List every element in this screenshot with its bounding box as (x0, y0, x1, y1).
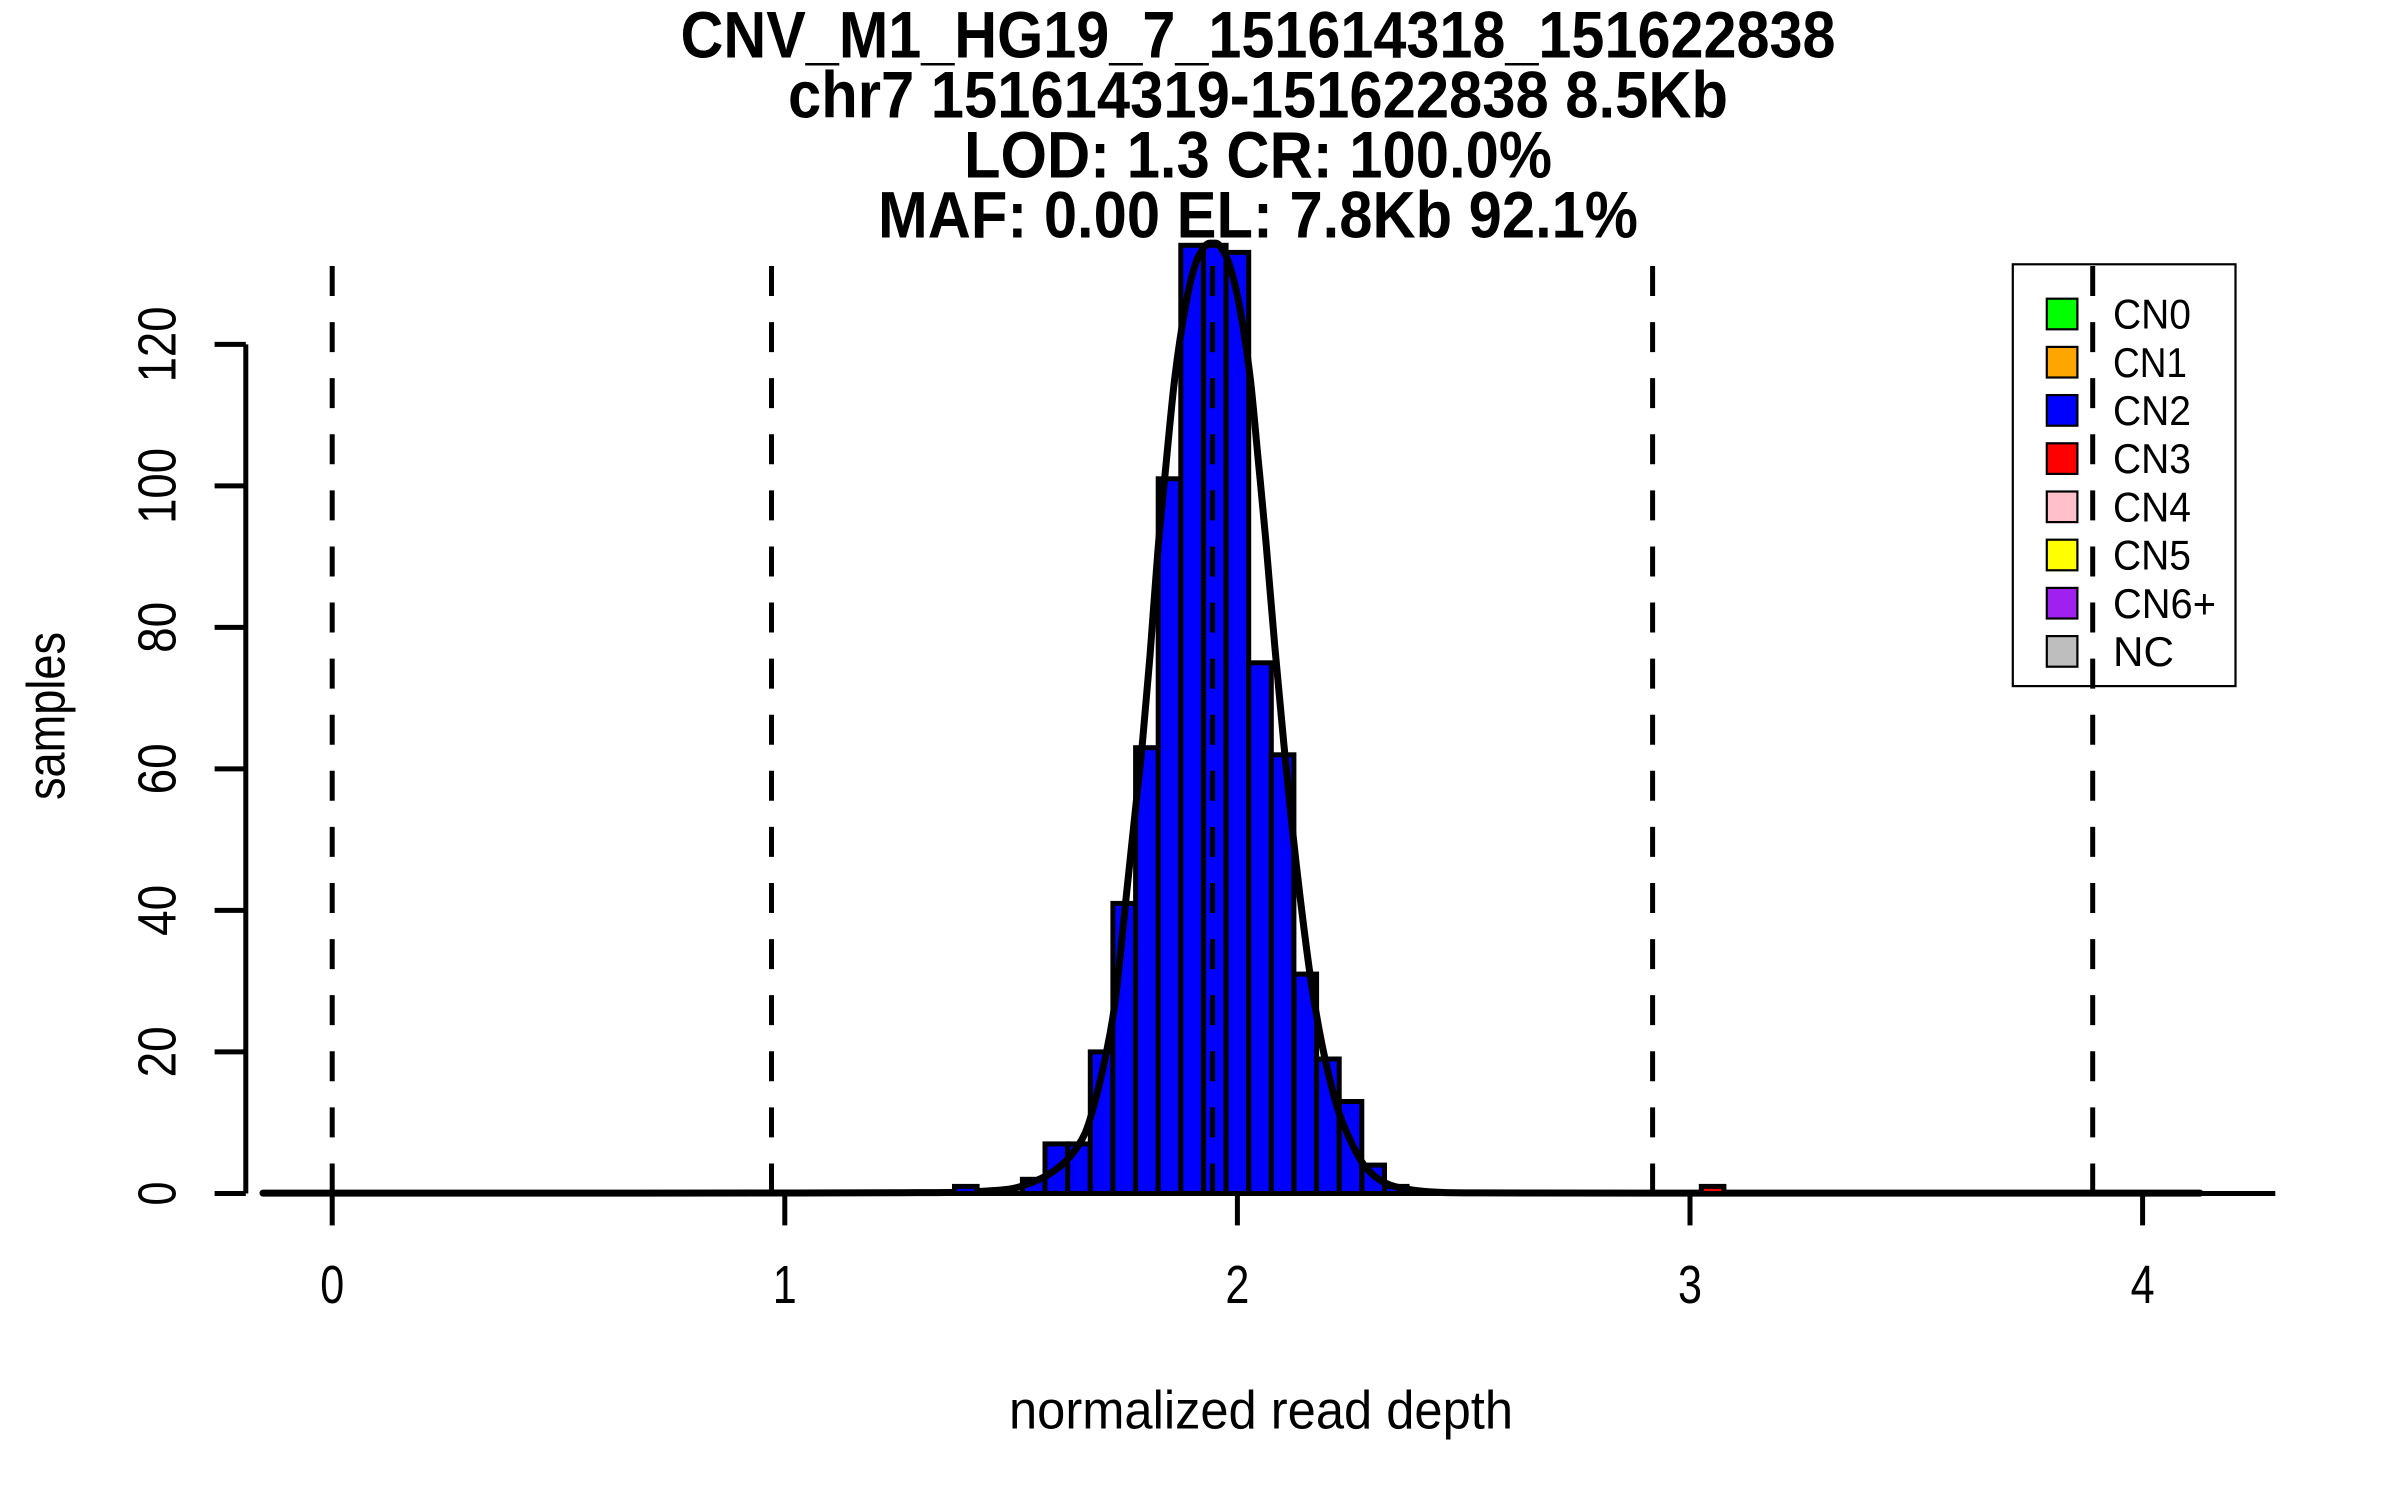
svg-text:CN4: CN4 (2113, 483, 2191, 530)
svg-text:CN5: CN5 (2113, 532, 2191, 579)
svg-text:CN0: CN0 (2113, 291, 2191, 338)
svg-text:100: 100 (127, 448, 187, 524)
svg-text:samples: samples (17, 632, 77, 800)
svg-text:120: 120 (127, 306, 187, 382)
svg-text:chr7 151614319-151622838 8.5Kb: chr7 151614319-151622838 8.5Kb (788, 58, 1728, 132)
svg-text:1: 1 (773, 1255, 797, 1315)
svg-text:LOD: 1.3 CR: 100.0%: LOD: 1.3 CR: 100.0% (964, 118, 1552, 192)
svg-text:CNV_M1_HG19_7_151614318_151622: CNV_M1_HG19_7_151614318_151622838 (681, 0, 1836, 72)
svg-text:0: 0 (127, 1182, 187, 1206)
svg-text:0: 0 (320, 1255, 344, 1315)
svg-text:NC: NC (2113, 628, 2174, 675)
svg-text:CN6+: CN6+ (2113, 580, 2216, 627)
svg-text:80: 80 (127, 602, 187, 653)
svg-text:20: 20 (127, 1026, 187, 1077)
svg-text:normalized read depth: normalized read depth (1009, 1380, 1513, 1440)
svg-text:CN1: CN1 (2113, 339, 2187, 386)
svg-text:2: 2 (1225, 1255, 1249, 1315)
svg-text:4: 4 (2131, 1255, 2155, 1315)
svg-text:CN2: CN2 (2113, 387, 2191, 434)
svg-text:60: 60 (127, 743, 187, 794)
svg-text:40: 40 (127, 885, 187, 936)
svg-text:MAF: 0.00 EL: 7.8Kb 92.1%: MAF: 0.00 EL: 7.8Kb 92.1% (878, 178, 1638, 252)
svg-text:CN3: CN3 (2113, 435, 2191, 482)
svg-text:3: 3 (1678, 1255, 1702, 1315)
